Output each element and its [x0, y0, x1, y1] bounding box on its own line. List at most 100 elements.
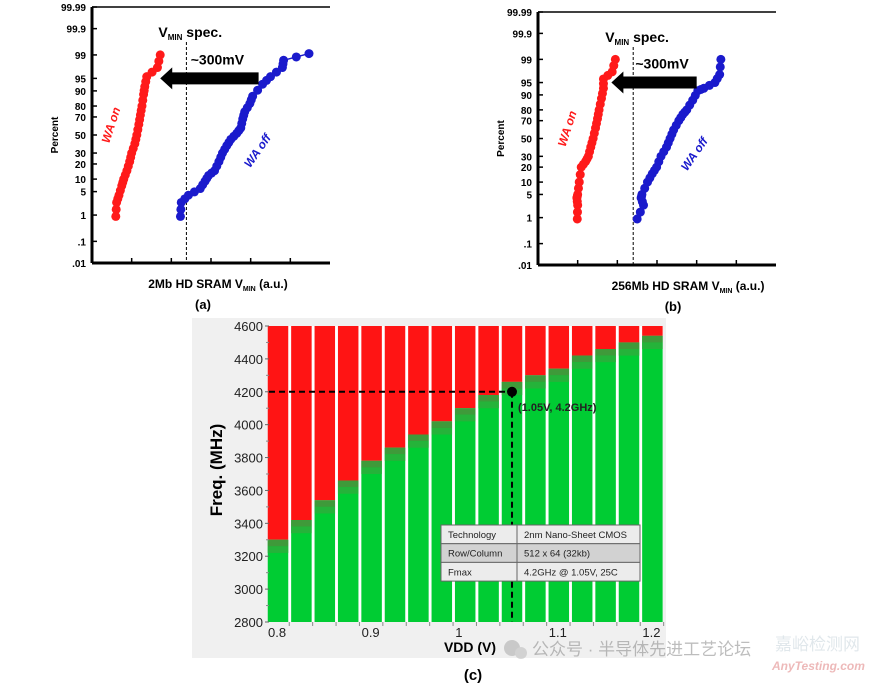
data-point — [111, 204, 121, 214]
y-tick-label: 4200 — [234, 385, 263, 400]
y-tick-label: 30 — [521, 152, 533, 163]
bar-pass-boundary-fade — [291, 526, 312, 534]
bar-pass-boundary — [618, 342, 640, 350]
vmin-spec-label: VMIN spec. — [605, 29, 669, 47]
bar-fail — [501, 326, 523, 382]
panel-label: (a) — [195, 297, 211, 312]
y-tick-label: 5 — [526, 190, 532, 201]
wechat-icon-2 — [515, 647, 527, 659]
bar-fail — [478, 326, 499, 396]
bar-pass-boundary — [571, 355, 593, 363]
y-tick-label: 50 — [75, 131, 87, 142]
y-tick-label: 4400 — [234, 352, 263, 367]
bar-pass — [431, 421, 453, 622]
data-point — [610, 54, 620, 64]
bar-fail — [291, 326, 312, 521]
bar-fail — [571, 326, 593, 356]
y-tick-label: 1 — [526, 214, 532, 225]
y-tick-label: 1 — [80, 211, 86, 222]
bar-pass-boundary — [642, 335, 663, 343]
data-point — [572, 207, 582, 217]
bar-pass-boundary-fade — [478, 401, 499, 409]
bar-pass-boundary-fade — [408, 441, 429, 448]
y-tick-label: 99.9 — [513, 29, 533, 40]
y-tick-label: 90 — [75, 87, 87, 98]
bar-fail — [408, 326, 429, 435]
bar-pass-boundary-fade — [618, 349, 640, 356]
bar-fail — [384, 326, 406, 448]
bar-pass-boundary — [408, 434, 429, 442]
bar-pass-boundary — [384, 447, 406, 455]
vmin-spec-label: VMIN spec. — [158, 24, 222, 42]
y-tick-label: 99.99 — [61, 3, 86, 14]
data-point — [304, 49, 314, 59]
y-tick-label: 10 — [521, 178, 533, 189]
bar-pass — [408, 434, 429, 622]
data-point — [175, 211, 185, 221]
y-tick-label: .1 — [524, 240, 533, 251]
info-table-text: 2nm Nano-Sheet CMOS — [524, 530, 627, 541]
x-tick-label: 0.8 — [268, 625, 286, 640]
bar-pass-boundary-fade — [642, 342, 663, 350]
y-tick-label: 5 — [80, 188, 86, 199]
bar-pass-boundary-fade — [361, 467, 382, 474]
info-table-text: Row/Column — [448, 549, 502, 560]
data-point — [572, 214, 582, 224]
bar-pass-boundary — [501, 381, 523, 389]
bar-fail — [267, 326, 289, 540]
data-point — [575, 170, 585, 180]
label-tail: (a.u.) — [256, 277, 288, 291]
marker-point — [507, 386, 517, 397]
bar-fail — [361, 326, 382, 461]
bar-pass-boundary — [361, 460, 382, 468]
label-subscript: MIN — [615, 38, 630, 47]
label-tail: spec. — [182, 24, 222, 40]
y-tick-label: 95 — [75, 74, 87, 85]
y-tick-label: 70 — [521, 117, 533, 128]
bar-pass-boundary — [525, 375, 546, 382]
shift-label: ~300mV — [635, 56, 689, 72]
label-main: V — [605, 29, 615, 45]
series-label-wa-off: WA off — [678, 134, 711, 173]
watermark-text: 公众号 · 半导体先进工艺论坛 — [532, 640, 751, 659]
bar-fail — [525, 326, 546, 376]
bar-pass — [337, 480, 359, 622]
y-tick-label: .01 — [518, 261, 532, 272]
data-point — [716, 54, 726, 64]
panel-label: (b) — [665, 299, 682, 314]
data-point — [253, 85, 263, 95]
bar-pass — [314, 500, 336, 622]
y-tick-label: .1 — [78, 237, 87, 248]
y-tick-label: 90 — [521, 91, 533, 102]
data-point — [715, 70, 725, 80]
y-tick-label: 4600 — [234, 319, 263, 334]
bar-fail — [431, 326, 453, 422]
panel-label: (c) — [464, 667, 482, 684]
panel-c: 2800 3000 3200 3400 3600 3800 4000 4200 4400 4600… — [192, 318, 666, 684]
bar-pass-boundary-fade — [314, 506, 336, 514]
bar-pass-boundary-fade — [595, 355, 616, 363]
bar-fail — [642, 326, 663, 336]
y-tick-label: 99 — [75, 51, 87, 62]
bar-pass-boundary — [267, 539, 289, 547]
x-tick-label: 1.2 — [642, 625, 660, 640]
bar-pass-boundary-fade — [267, 546, 289, 553]
info-table-cell — [516, 561, 641, 582]
y-tick-label: 80 — [521, 106, 533, 117]
bar-pass-boundary — [431, 421, 453, 428]
bar-pass-boundary — [595, 349, 616, 356]
watermark-logo-sub: AnyTesting.com — [771, 659, 865, 673]
bar-pass-boundary — [291, 520, 312, 527]
data-point — [111, 211, 121, 221]
bar-pass-boundary-fade — [571, 362, 593, 369]
series-label-wa-on: WA on — [555, 109, 580, 148]
bar-pass-boundary-fade — [384, 454, 406, 461]
shift-arrow-icon — [160, 67, 259, 90]
bar-pass — [571, 355, 593, 622]
data-point — [715, 62, 725, 72]
bar-pass — [478, 395, 499, 622]
y-tick-label: 2800 — [234, 615, 263, 630]
